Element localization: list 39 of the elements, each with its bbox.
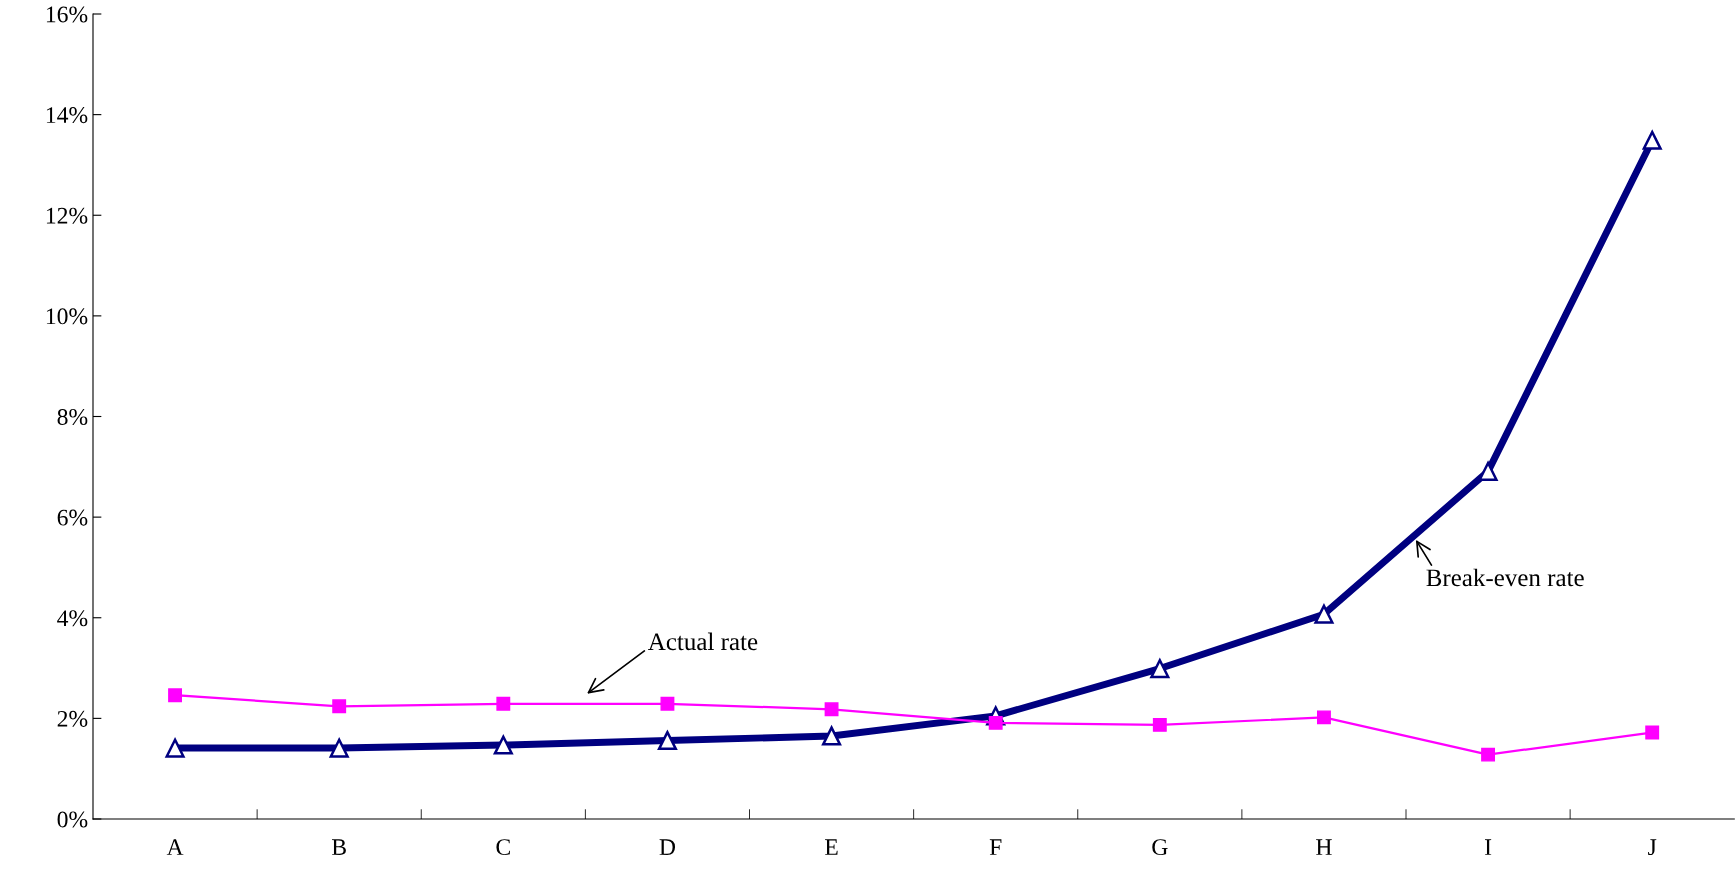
point bbox=[821, 726, 842, 746]
point bbox=[1314, 604, 1334, 624]
y-tick-label: 8% bbox=[57, 408, 88, 425]
series-label: Actual rate bbox=[647, 632, 758, 651]
x-tick-label: D bbox=[659, 839, 676, 855]
point bbox=[1481, 747, 1496, 762]
point bbox=[496, 696, 511, 711]
x-tick-label: I bbox=[1485, 839, 1492, 855]
point bbox=[1152, 717, 1167, 732]
x-tick-label: F bbox=[989, 839, 1002, 855]
y-tick-label: 12% bbox=[46, 207, 88, 224]
point bbox=[660, 696, 675, 711]
point bbox=[657, 730, 678, 751]
x-tick-label: A bbox=[166, 839, 184, 855]
point bbox=[332, 699, 347, 714]
x-tick-label: B bbox=[331, 839, 346, 855]
x-tick-label: H bbox=[1316, 839, 1332, 855]
y-tick-label: 4% bbox=[57, 610, 88, 627]
point bbox=[1642, 130, 1662, 150]
x-tick-label: E bbox=[825, 839, 838, 855]
point bbox=[168, 688, 183, 703]
y-tick-label: 10% bbox=[46, 308, 88, 325]
y-tick-label: 16% bbox=[46, 6, 88, 23]
series-label: Break-even rate bbox=[1426, 568, 1584, 587]
point bbox=[1478, 461, 1498, 481]
y-tick-label: 0% bbox=[57, 811, 88, 828]
y-tick-label: 14% bbox=[46, 107, 88, 124]
point bbox=[165, 738, 185, 758]
x-tick-label: J bbox=[1648, 839, 1657, 856]
point bbox=[1317, 710, 1331, 725]
point bbox=[493, 735, 513, 755]
y-tick-label: 6% bbox=[57, 509, 88, 526]
x-tick-label: G bbox=[1152, 839, 1168, 856]
point bbox=[1645, 725, 1660, 740]
y-tick-label: 2% bbox=[57, 710, 88, 727]
point bbox=[329, 738, 349, 758]
point bbox=[1150, 658, 1170, 679]
x-tick-label: C bbox=[496, 839, 510, 856]
point bbox=[824, 702, 839, 717]
